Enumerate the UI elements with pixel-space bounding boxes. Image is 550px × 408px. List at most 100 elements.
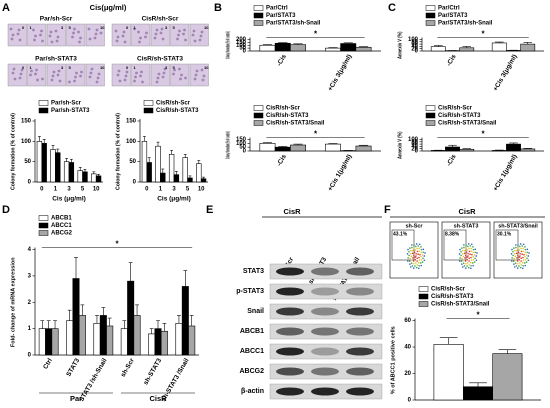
flow-event (517, 247, 519, 249)
flow-event (461, 257, 463, 260)
legend-swatch (253, 105, 264, 111)
flow-event (421, 261, 424, 263)
y-axis-label: Colony formation (% of control) (115, 113, 121, 190)
flow-event (464, 254, 467, 257)
well-label: 5 (173, 25, 176, 30)
blot-strip (269, 303, 383, 320)
bar (491, 150, 507, 152)
colony-spot (194, 73, 198, 77)
bar (45, 328, 53, 356)
y-tick-label: 20 (411, 146, 418, 152)
legend-label: CisR/sh-STAT3 (438, 113, 481, 119)
row-label: ABCB1 (240, 328, 264, 335)
colony-spot (41, 77, 44, 81)
group-label: Par (70, 394, 82, 403)
legend-swatch (418, 301, 429, 307)
colony-spot (78, 40, 81, 44)
colony-spot (56, 35, 60, 39)
colony-spot (35, 68, 38, 72)
colony-spot (193, 39, 197, 43)
flow-event (520, 264, 523, 266)
y-axis-label: Fold- change of mRNA expression (10, 257, 16, 347)
colony-spot (87, 27, 91, 31)
flow-event (464, 257, 466, 259)
flow-event (462, 259, 465, 262)
legend-label: CisR/sh-Scr (438, 106, 473, 112)
flow-event (418, 250, 421, 252)
colony-spot (79, 74, 82, 78)
blot-band (346, 327, 374, 336)
colony-well (66, 63, 86, 87)
x-tick-label: 10 (198, 187, 205, 193)
colony-spot (139, 74, 142, 78)
colony-spot (178, 29, 181, 33)
flow-event (524, 264, 527, 267)
legend-swatch (143, 107, 154, 114)
blot-band (311, 307, 339, 316)
blot-band (346, 307, 374, 316)
flow-event (411, 265, 414, 267)
flow-event (466, 256, 468, 258)
colony-spot (123, 78, 127, 82)
flow-event (521, 245, 524, 247)
colony-spot (90, 67, 94, 71)
legend-label: CisR/sh-STAT3/Snail (431, 302, 490, 308)
flow-event (462, 255, 465, 258)
colony-spot (145, 31, 148, 35)
y-tick-label: 50 (239, 46, 246, 52)
flow-event (513, 247, 515, 249)
bar (182, 157, 188, 183)
flow-event (418, 267, 420, 270)
flow-event (526, 251, 529, 254)
flow-event (522, 259, 525, 261)
flow-event (473, 261, 476, 263)
flow-event (418, 243, 421, 246)
blot-band (276, 267, 304, 276)
y-tick-label: 0 (415, 49, 419, 55)
colony-spot (180, 73, 183, 77)
legend-swatch (425, 20, 436, 26)
panel-letter: A (2, 2, 10, 14)
legend-label: ABCG2 (51, 231, 73, 237)
colony-spot (134, 75, 137, 79)
legend-label: CisR/sh-STAT3 (431, 294, 474, 300)
x-tick-label: +Cis 3(μg/ml) (492, 53, 519, 92)
flow-label: sh-STAT3/Snail (498, 223, 538, 229)
x-tick-label: Ctrl (42, 357, 54, 370)
flow-event (522, 243, 525, 246)
image-group-label: Par/sh-Scr (40, 16, 73, 23)
bar (520, 43, 536, 52)
x-tick-label: 3 (172, 187, 176, 193)
flow-event (528, 252, 530, 254)
well-label: 10 (204, 25, 209, 30)
colony-spot (198, 38, 202, 42)
image-group-label: CisR/sh-Scr (142, 16, 179, 23)
y-tick-label: 50 (239, 145, 246, 151)
flow-event (524, 256, 526, 258)
flow-event (526, 257, 528, 260)
legend-label: Par/sh-STAT3 (51, 108, 90, 114)
blot-band (311, 267, 339, 276)
flow-event (461, 266, 464, 268)
colony-spot (50, 40, 54, 44)
colony-spot (161, 75, 165, 79)
flow-event (461, 252, 464, 255)
flow-event (413, 244, 415, 246)
flow-event (471, 253, 473, 256)
flow-event (465, 262, 467, 265)
flow-event (464, 267, 467, 269)
flow-event (420, 251, 422, 254)
colony-spot (200, 68, 204, 72)
blot-band (311, 287, 339, 296)
colony-spot (71, 35, 74, 39)
y-axis-label: Colony formation (% of control) (225, 31, 231, 59)
x-tick-label: -Cis (276, 153, 288, 167)
flow-event (512, 260, 515, 262)
bar (168, 154, 175, 183)
bar (506, 50, 521, 52)
colony-spot (135, 71, 138, 75)
well-label: 0 (126, 65, 129, 70)
legend-label: CisR/sh-Scr (431, 287, 466, 293)
flow-event (518, 258, 521, 261)
bar (66, 320, 74, 356)
